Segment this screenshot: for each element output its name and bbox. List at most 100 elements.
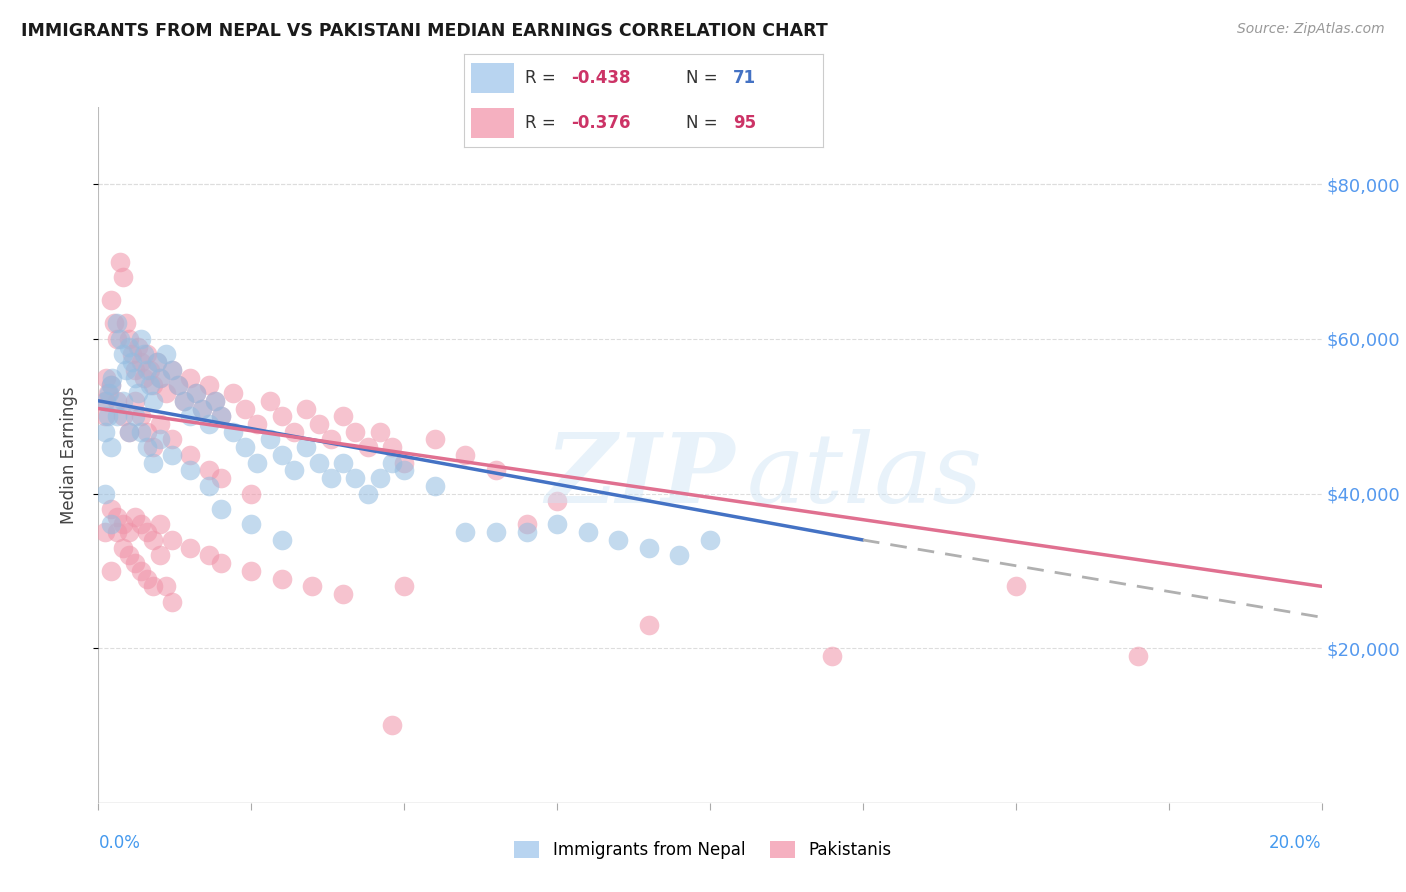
Text: N =: N = [686, 69, 723, 87]
Point [105, 525, 128, 540]
Point [259, 393, 281, 408]
Point [699, 533, 721, 547]
Point [155, 579, 177, 593]
Point [124, 509, 146, 524]
Point [118, 549, 141, 563]
Point [136, 347, 159, 361]
Point [167, 378, 190, 392]
Text: Source: ZipAtlas.com: Source: ZipAtlas.com [1237, 22, 1385, 37]
Point [149, 370, 172, 384]
Point [121, 347, 143, 361]
Point [94, 370, 117, 384]
Text: -0.376: -0.376 [571, 114, 631, 132]
Point [97, 386, 120, 401]
Point [100, 440, 122, 454]
Point [179, 541, 201, 555]
Point [308, 456, 330, 470]
Point [332, 409, 354, 424]
Point [94, 393, 117, 408]
Point [197, 549, 219, 563]
Point [149, 517, 172, 532]
Point [332, 587, 354, 601]
Point [160, 363, 183, 377]
Point [111, 541, 134, 555]
Point [209, 409, 232, 424]
Point [270, 572, 292, 586]
Point [142, 378, 165, 392]
Point [179, 409, 201, 424]
Text: ZIP: ZIP [546, 429, 734, 523]
Point [100, 378, 122, 392]
Point [381, 456, 404, 470]
Point [344, 471, 367, 485]
Text: atlas: atlas [747, 429, 983, 523]
Point [308, 417, 330, 431]
Text: 71: 71 [733, 69, 756, 87]
Point [101, 370, 124, 384]
Point [546, 517, 568, 532]
Point [129, 355, 152, 369]
Bar [471, 63, 515, 93]
Point [105, 332, 128, 346]
Point [197, 378, 219, 392]
Text: N =: N = [686, 114, 723, 132]
Point [142, 533, 165, 547]
Point [105, 317, 128, 331]
Point [129, 409, 152, 424]
Text: R =: R = [524, 69, 561, 87]
Point [356, 486, 378, 500]
Point [270, 533, 292, 547]
Point [209, 409, 232, 424]
Point [179, 448, 201, 462]
Point [454, 525, 477, 540]
Point [149, 370, 172, 384]
Point [546, 494, 568, 508]
Text: R =: R = [524, 114, 561, 132]
Point [105, 409, 128, 424]
Text: 0.0%: 0.0% [98, 834, 141, 852]
Point [115, 317, 138, 331]
Point [1128, 648, 1150, 663]
Point [136, 525, 159, 540]
Point [576, 525, 599, 540]
Bar [471, 108, 515, 138]
Point [142, 440, 165, 454]
Point [160, 363, 183, 377]
Point [392, 579, 416, 593]
Point [124, 409, 146, 424]
Point [295, 401, 318, 416]
Point [319, 471, 342, 485]
Point [301, 579, 323, 593]
Point [108, 254, 131, 268]
Point [173, 393, 195, 408]
Point [197, 479, 219, 493]
Point [136, 363, 159, 377]
Point [240, 564, 263, 578]
Point [485, 525, 508, 540]
Point [423, 479, 446, 493]
Point [344, 425, 367, 439]
Point [136, 425, 159, 439]
Point [134, 347, 156, 361]
Point [368, 425, 391, 439]
Point [155, 386, 177, 401]
Point [100, 293, 122, 308]
Point [246, 456, 269, 470]
Point [139, 378, 162, 392]
Point [129, 564, 152, 578]
Point [607, 533, 630, 547]
Point [115, 363, 138, 377]
Point [108, 332, 131, 346]
Point [105, 509, 128, 524]
Point [139, 363, 162, 377]
Legend: Immigrants from Nepal, Pakistanis: Immigrants from Nepal, Pakistanis [508, 834, 898, 866]
Point [259, 433, 281, 447]
Point [295, 440, 318, 454]
Point [240, 517, 263, 532]
Point [1004, 579, 1026, 593]
Point [186, 386, 208, 401]
Point [127, 340, 149, 354]
Point [136, 440, 159, 454]
Point [197, 417, 219, 431]
Point [134, 370, 156, 384]
